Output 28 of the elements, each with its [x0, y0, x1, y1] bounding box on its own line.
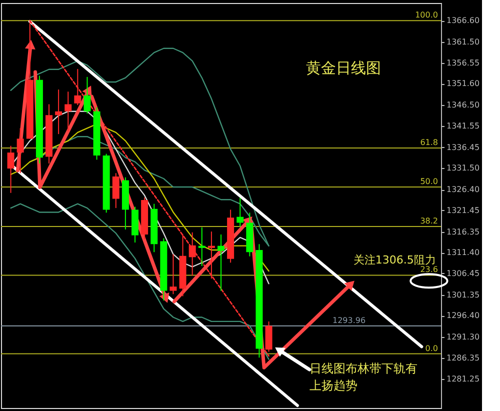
- y-tick-label: 1311.40: [446, 248, 480, 258]
- y-tick-label: 1296.40: [446, 311, 480, 320]
- annotation: 50.0: [420, 177, 438, 186]
- y-tick-label: 1281.25: [446, 374, 480, 384]
- annotation: 23.6: [420, 265, 438, 274]
- y-tick-label: 1341.55: [446, 121, 480, 130]
- y-tick-label: 1331.50: [446, 164, 480, 173]
- y-tick-label: 1346.50: [446, 100, 480, 110]
- y-tick-label: 1306.45: [446, 268, 480, 278]
- annotation: 关注1306.5阻力: [353, 253, 436, 266]
- y-tick-label: 1361.50: [446, 38, 480, 47]
- annotation: 日线图布林带下轨有上扬趋势: [309, 362, 418, 393]
- y-tick-label: 1301.35: [446, 290, 480, 300]
- ref-line-label: 1293.96: [332, 316, 366, 325]
- y-tick-label: 1291.30: [446, 332, 480, 342]
- y-tick-label: 1321.45: [446, 206, 480, 215]
- annotation: 0.0: [425, 344, 438, 353]
- y-tick-label: 1366.60: [446, 16, 480, 26]
- annotation: 61.8: [420, 138, 438, 147]
- annotation: 100.0: [415, 10, 438, 20]
- y-tick-label: 1316.35: [446, 227, 480, 236]
- text: 黄金日线图: [306, 59, 382, 78]
- annotation: 38.2: [420, 216, 438, 226]
- y-tick-label: 1336.45: [446, 142, 480, 152]
- y-tick-label: 1351.60: [446, 79, 480, 88]
- y-tick-label: 1326.40: [446, 185, 480, 194]
- y-tick-label: 1356.55: [446, 58, 480, 68]
- y-tick-label: 1286.35: [446, 353, 480, 362]
